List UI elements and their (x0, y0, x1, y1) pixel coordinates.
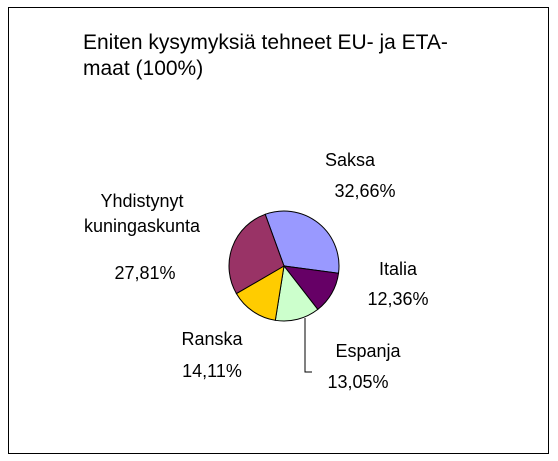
category-label: Italia (379, 259, 418, 279)
category-label: Yhdistynyt kuningaskunta (84, 191, 201, 236)
value-label: 13,05% (327, 372, 388, 392)
category-label: Ranska (181, 329, 243, 349)
category-label: Espanja (335, 341, 401, 361)
pie-slice (228, 213, 285, 295)
category-label: Saksa (325, 150, 376, 170)
chart-title: Eniten kysymyksiä tehneet EU- ja ETA-maa… (83, 31, 448, 80)
value-label: 12,36% (367, 289, 428, 309)
value-label: 32,66% (334, 181, 395, 201)
pie-slice (264, 210, 340, 274)
leader-line (304, 318, 312, 373)
value-label: 14,11% (182, 361, 242, 381)
value-label: 27,81% (114, 263, 175, 283)
